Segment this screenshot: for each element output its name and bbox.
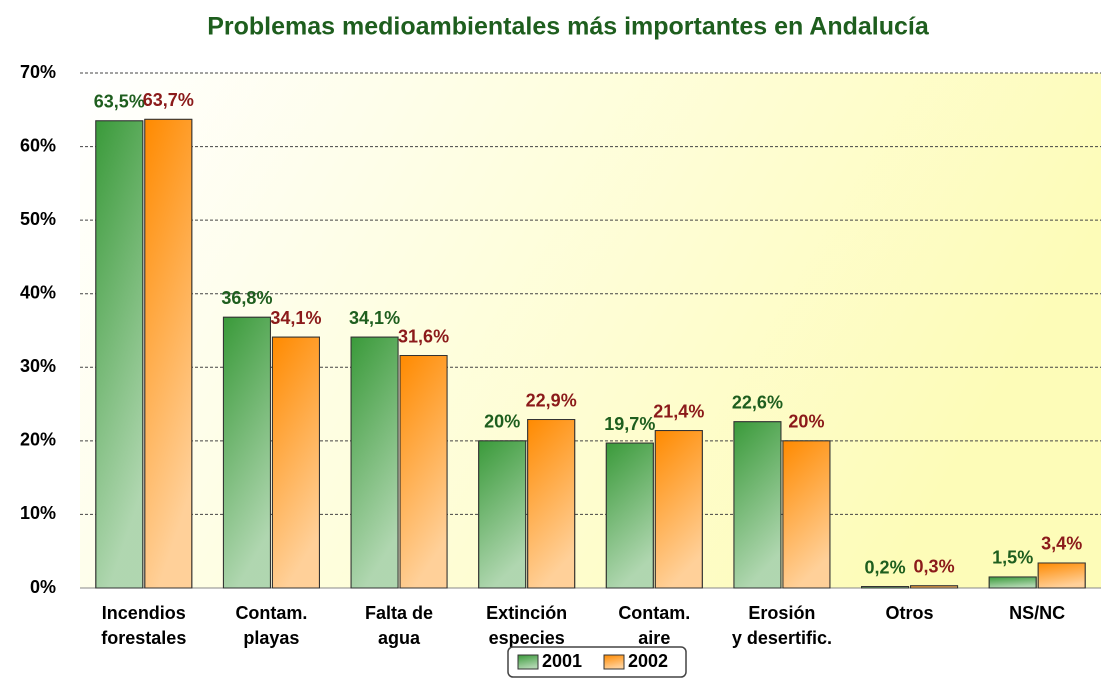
y-tick-label: 0% [30,577,56,597]
legend-swatch [603,654,625,670]
bar-fill [95,120,144,589]
chart-title: Problemas medioambientales más important… [207,13,930,41]
bar-fill [782,440,831,589]
value-label: 3,4% [1041,534,1082,554]
value-label: 19,7% [604,414,655,434]
bar-fill [527,419,576,589]
value-label: 1,5% [992,548,1033,568]
x-tick-label: Erosión y desertific. [732,603,832,648]
bar-fill [478,440,527,589]
x-tick-label: Falta de agua [365,603,433,648]
value-label: 20% [788,412,824,432]
legend-label: 2002 [628,651,668,671]
x-tick-label: Otros [886,603,934,623]
bar-fill [1037,562,1086,589]
value-label: 63,5% [94,92,145,112]
value-label: 31,6% [398,326,449,346]
bar-fill [144,118,193,589]
bar-fill [271,336,320,589]
legend-label: 2001 [542,651,582,671]
value-label: 22,9% [526,390,577,410]
y-tick-label: 40% [20,282,56,302]
bar-fill [861,586,910,589]
y-tick-label: 50% [20,209,56,229]
legend-box [507,646,687,678]
x-tick-label: Contam. playas [235,603,307,648]
value-label: 20% [484,412,520,432]
x-tick-label: NS/NC [1009,603,1065,623]
bar-fill [910,585,959,589]
bar-fill [733,421,782,589]
bar-fill [399,355,448,589]
x-tick-label: Contam. aire [618,603,690,648]
bar-fill [350,336,399,589]
value-label: 0,2% [865,557,906,577]
x-tick-label: Extinción especies [486,603,567,648]
value-label: 0,3% [914,557,955,577]
x-tick-label: Incendios forestales [101,603,186,648]
bar-fill [222,316,271,589]
y-tick-label: 30% [20,356,56,376]
y-tick-label: 60% [20,135,56,155]
value-label: 22,6% [732,392,783,412]
value-label: 21,4% [653,401,704,421]
bar-fill [605,442,654,589]
bar-fill [988,576,1037,589]
value-label: 36,8% [221,288,272,308]
y-tick-label: 10% [20,503,56,523]
y-tick-label: 70% [20,62,56,82]
value-label: 34,1% [349,308,400,328]
value-label: 63,7% [143,90,194,110]
value-label: 34,1% [270,308,321,328]
bar-fill [654,430,703,589]
y-tick-label: 20% [20,430,56,450]
legend-swatch [517,654,539,670]
